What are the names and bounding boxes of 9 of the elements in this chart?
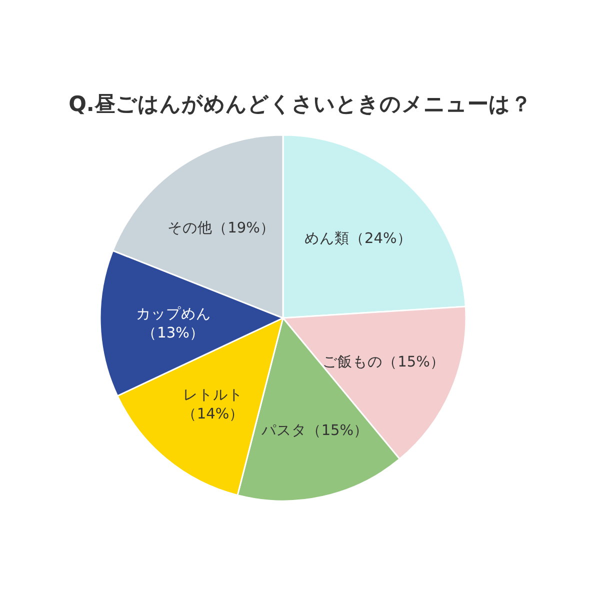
slice-label: レトルト <box>183 388 244 404</box>
data-label: （13%） <box>142 325 204 342</box>
data-label: （14%） <box>182 406 244 423</box>
slice-label: その他（19%） <box>168 219 275 236</box>
slice-label: ご飯もの（15%） <box>322 354 445 371</box>
slice-label: カップめん <box>136 306 211 323</box>
slice-label: めん類（24%） <box>304 230 412 248</box>
chart-title: Q.昼ごはんがめんどくさいときのメニューは？ <box>68 92 532 116</box>
slice-label: パスタ（15%） <box>260 423 369 440</box>
